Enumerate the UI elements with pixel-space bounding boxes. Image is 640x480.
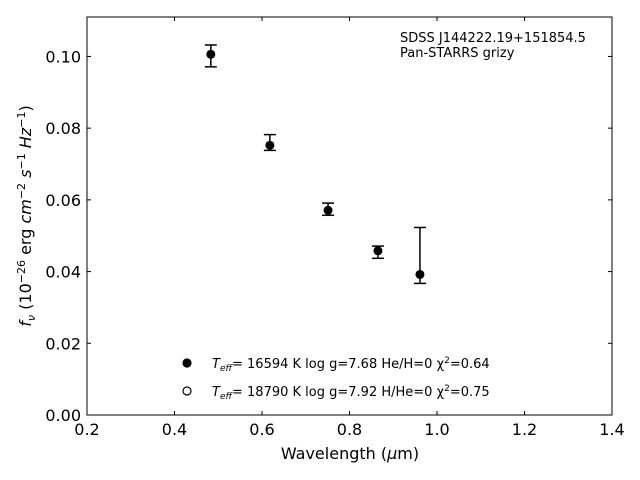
data-point (206, 49, 216, 59)
x-tick-label: 1.0 (424, 420, 449, 439)
y-axis-label: fν (10−26 erg cm−2 s−1 Hz−1) (15, 105, 38, 326)
x-axis: 0.2 0.4 0.6 0.8 1.0 1.2 1.4 (74, 17, 625, 439)
y-tick-label: 0.00 (45, 406, 81, 425)
legend-entry: Teff= 16594 K log g=7.68 He/H=0 χ2=0.64 (212, 356, 490, 374)
data-point (373, 246, 383, 256)
x-tick-label: 1.2 (512, 420, 537, 439)
x-axis-label: Wavelength (μm) (281, 444, 419, 463)
y-axis: 0.00 0.02 0.04 0.06 0.08 0.10 (45, 47, 612, 425)
data-points (204, 44, 426, 285)
legend-marker-filled (182, 358, 192, 368)
y-tick-label: 0.02 (45, 334, 81, 353)
legend-marker-open (182, 386, 192, 396)
x-tick-label: 0.8 (337, 420, 362, 439)
x-tick-label: 0.6 (249, 420, 274, 439)
legend-entry: Teff= 18790 K log g=7.92 H/He=0 χ2=0.75 (212, 384, 490, 402)
annotation-object: SDSS J144222.19+151854.5 (400, 31, 586, 46)
annotation-survey: Pan-STARRS grizy (400, 46, 515, 61)
data-point (265, 140, 275, 150)
data-point (323, 205, 333, 215)
x-tick-label: 0.4 (162, 420, 187, 439)
legend: Teff= 16594 K log g=7.68 He/H=0 χ2=0.64 T… (182, 356, 490, 402)
data-point (415, 269, 425, 279)
y-tick-label: 0.04 (45, 263, 81, 282)
y-tick-label: 0.06 (45, 191, 81, 210)
y-tick-label: 0.10 (45, 47, 81, 66)
plot-frame (86, 16, 613, 416)
x-tick-label: 0.2 (74, 420, 99, 439)
y-tick-label: 0.08 (45, 119, 81, 138)
x-tick-label: 1.4 (599, 420, 624, 439)
